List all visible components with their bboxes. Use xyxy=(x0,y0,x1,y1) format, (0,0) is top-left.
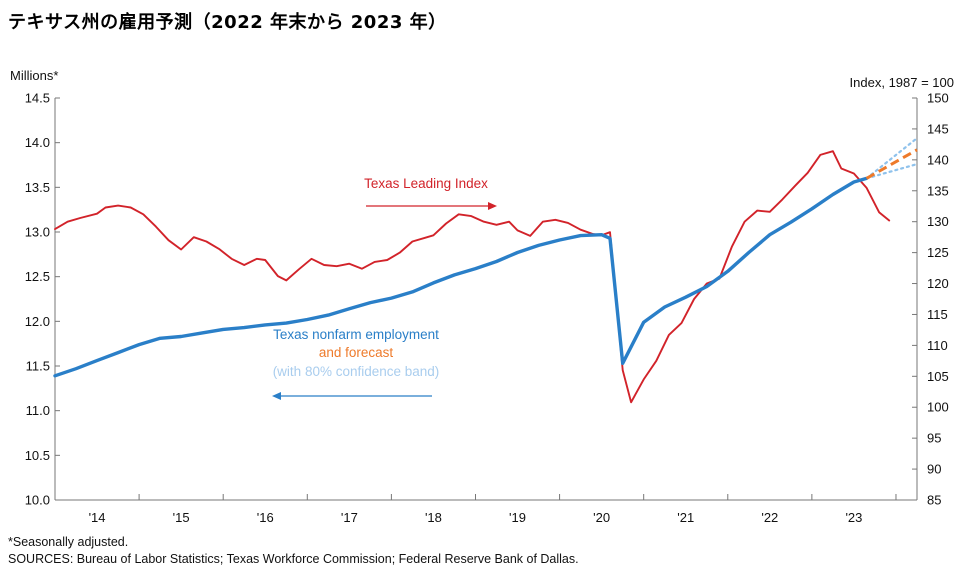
x-tick-label: '22 xyxy=(761,510,778,525)
right-tick-label: 100 xyxy=(927,400,949,415)
right-axis-ticks: 85 90 95 100 105 110 115 120 125 130 135 140 145 150 xyxy=(912,91,949,508)
right-tick-label: 140 xyxy=(927,152,949,167)
seasonal-note: *Seasonally adjusted. xyxy=(8,535,129,549)
series-texas-nonfarm-employment-line xyxy=(53,176,869,378)
left-axis-ticks: 10.0 10.5 11.0 11.5 12.0 12.5 13.0 13.5 14.0 14.5 xyxy=(25,91,60,508)
right-tick-label: 125 xyxy=(927,245,949,260)
leading-index-arrowhead xyxy=(488,202,497,210)
left-tick-label: 10.0 xyxy=(25,493,50,508)
right-axis-label: Index, 1987 = 100 xyxy=(850,75,954,90)
x-tick-label: '14 xyxy=(89,510,106,525)
left-tick-label: 11.0 xyxy=(26,403,50,418)
x-tick-label: '17 xyxy=(341,510,358,525)
left-tick-label: 10.5 xyxy=(25,448,50,463)
x-tick-label: '15 xyxy=(173,510,190,525)
left-tick-label: 14.5 xyxy=(25,91,50,106)
sources-note: SOURCES: Bureau of Labor Statistics; Tex… xyxy=(8,552,579,566)
x-tick-label: '19 xyxy=(509,510,526,525)
series-80-confidence-band-lower-line xyxy=(865,163,919,180)
right-tick-label: 145 xyxy=(927,121,949,136)
forecast-annotation: and forecast xyxy=(319,345,394,360)
left-tick-label: 13.5 xyxy=(25,180,50,195)
right-tick-label: 130 xyxy=(927,214,949,229)
series-forecast-line xyxy=(865,148,918,180)
x-tick-label: '21 xyxy=(677,510,694,525)
series-80-confidence-band-upper-line xyxy=(865,137,919,180)
left-tick-label: 14.0 xyxy=(25,135,50,150)
x-axis-ticks: '14 '15 '16 '17 '18 '19 '20 '21 '22 '23 xyxy=(54,494,897,525)
employment-annotation: Texas nonfarm employment xyxy=(273,327,439,342)
series-texas-leading-index-line xyxy=(54,150,891,404)
x-tick-label: '18 xyxy=(425,510,442,525)
left-tick-label: 11.5 xyxy=(26,359,50,374)
right-tick-label: 110 xyxy=(927,338,948,353)
x-tick-label: '23 xyxy=(845,510,862,525)
left-axis-label: Millions* xyxy=(10,68,58,83)
left-tick-label: 13.0 xyxy=(25,225,50,240)
right-tick-label: 95 xyxy=(927,431,941,446)
right-tick-label: 120 xyxy=(927,276,949,291)
chart-title: テキサス州の雇用予測（2022 年末から 2023 年） xyxy=(8,12,447,33)
x-tick-label: '16 xyxy=(257,510,274,525)
right-tick-label: 150 xyxy=(927,91,949,106)
right-tick-label: 85 xyxy=(927,493,941,508)
right-tick-label: 105 xyxy=(927,369,949,384)
right-tick-label: 135 xyxy=(927,183,949,198)
right-tick-label: 90 xyxy=(927,462,941,477)
series-layer xyxy=(53,137,919,404)
x-tick-label: '20 xyxy=(593,510,610,525)
left-tick-label: 12.5 xyxy=(25,269,50,284)
confidence-band-annotation: (with 80% confidence band) xyxy=(273,364,440,379)
left-tick-label: 12.0 xyxy=(25,314,50,329)
right-tick-label: 115 xyxy=(927,307,948,322)
leading-index-annotation: Texas Leading Index xyxy=(364,176,488,191)
employment-arrowhead xyxy=(272,392,281,400)
